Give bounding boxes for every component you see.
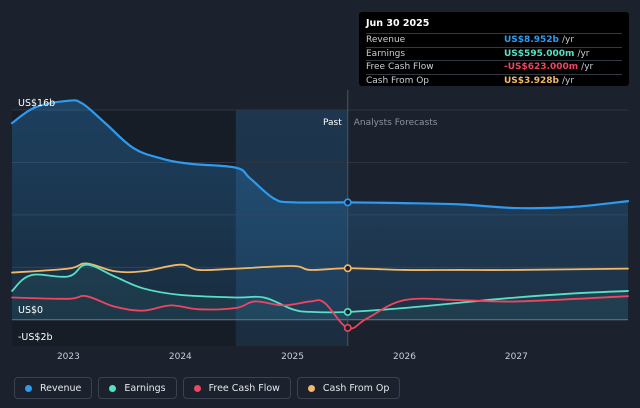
marker-earnings <box>343 307 352 316</box>
past-section-label: Past <box>323 118 342 128</box>
x-tick-label: 2023 <box>57 352 80 362</box>
tooltip-markers <box>343 198 352 332</box>
y-axis-bottom-label: -US$2b <box>18 332 53 343</box>
tooltip-row-free-cash-flow: Free Cash Flow -US$623.000m /yr <box>366 60 622 74</box>
legend-item-revenue[interactable]: Revenue <box>14 377 93 399</box>
legend-dot-icon <box>307 384 315 392</box>
series-line-free-cash-flow <box>11 294 629 330</box>
marker-revenue <box>343 198 352 207</box>
legend-item-earnings[interactable]: Earnings <box>98 377 177 399</box>
legend-label: Cash From Op <box>322 382 390 394</box>
tooltip-label: Earnings <box>366 48 406 59</box>
tooltip-panel: Jun 30 2025 Revenue US$8.952b /yr Earnin… <box>359 12 629 86</box>
tooltip-row-earnings: Earnings US$595.000m /yr <box>366 46 622 61</box>
x-tick-label: 2024 <box>169 352 192 362</box>
legend-item-free-cash-flow[interactable]: Free Cash Flow <box>182 377 291 399</box>
revenue-area-fill <box>12 100 628 320</box>
series-line-cash-from-op <box>11 262 629 274</box>
x-tick-label: 2027 <box>505 352 528 362</box>
tooltip-label: Cash From Op <box>366 75 430 86</box>
legend-label: Free Cash Flow <box>208 382 280 394</box>
series-lines <box>10 99 630 330</box>
tooltip-date: Jun 30 2025 <box>366 18 430 29</box>
marker-free-cash-flow <box>343 323 352 332</box>
y-axis-top-label: US$16b <box>18 98 55 109</box>
legend-dot-icon <box>109 384 117 392</box>
legend-dot-icon <box>193 384 201 392</box>
marker-cash-from-op <box>343 264 352 273</box>
tooltip-row-revenue: Revenue US$8.952b /yr <box>366 33 622 47</box>
tooltip-unit: /yr <box>577 48 590 59</box>
tooltip-value: US$595.000m <box>504 48 575 59</box>
series-line-revenue <box>10 99 630 210</box>
tooltip-unit: /yr <box>581 62 594 72</box>
x-tick-label: 2026 <box>393 352 416 362</box>
legend-label: Revenue <box>40 382 82 394</box>
x-tick-label: 2025 <box>281 352 304 362</box>
tooltip-value: US$3.928b <box>504 75 559 86</box>
y-axis-zero-label: US$0 <box>18 305 43 316</box>
tooltip-label: Revenue <box>366 35 406 45</box>
legend-item-cash-from-op[interactable]: Cash From Op <box>296 377 401 399</box>
legend-label: Earnings <box>124 382 166 394</box>
chart-legend: Revenue Earnings Free Cash Flow Cash Fro… <box>14 377 401 399</box>
tooltip-value: US$8.952b <box>504 35 559 45</box>
tooltip-unit: /yr <box>561 35 575 45</box>
tooltip-row-cash-from-op: Cash From Op US$3.928b /yr <box>366 73 622 88</box>
forecast-section-label: Analysts Forecasts <box>354 118 438 128</box>
tooltip-unit: /yr <box>561 75 575 86</box>
x-axis-ticks: 2023 2024 2025 2026 2027 <box>57 352 528 362</box>
tooltip-value: -US$623.000m <box>504 62 579 72</box>
revenue-area <box>12 100 628 320</box>
legend-dot-icon <box>25 384 32 392</box>
tooltip-label: Free Cash Flow <box>366 62 434 72</box>
